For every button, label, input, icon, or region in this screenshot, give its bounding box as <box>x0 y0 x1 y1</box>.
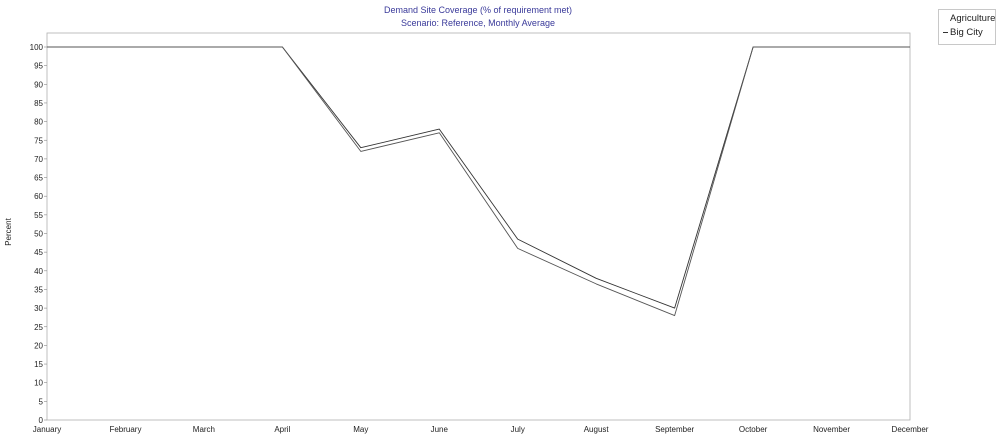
x-tick-label-december: December <box>892 425 929 434</box>
chart-subtitle: Scenario: Reference, Monthly Average <box>401 18 555 28</box>
x-tick-label-may: May <box>353 425 368 434</box>
x-tick-label-june: June <box>431 425 449 434</box>
y-tick-label-60: 60 <box>34 192 43 201</box>
legend-item-agriculture[interactable]: Agriculture <box>943 13 995 24</box>
y-tick-label-90: 90 <box>34 80 43 89</box>
y-tick-label-0: 0 <box>39 416 44 425</box>
y-tick-label-45: 45 <box>34 248 43 257</box>
series-line-big-city <box>47 46 910 317</box>
y-tick-label-70: 70 <box>34 155 43 164</box>
x-tick-label-august: August <box>584 425 610 434</box>
y-tick-label-30: 30 <box>34 304 43 313</box>
y-tick-label-65: 65 <box>34 174 43 183</box>
y-tick-label-80: 80 <box>34 118 43 127</box>
y-tick-label-5: 5 <box>39 397 44 406</box>
y-tick-label-95: 95 <box>34 62 43 71</box>
x-tick-label-september: September <box>655 425 694 434</box>
y-tick-label-25: 25 <box>34 323 43 332</box>
y-tick-label-50: 50 <box>34 230 43 239</box>
series-lines <box>47 46 910 317</box>
x-tick-label-october: October <box>739 425 768 434</box>
y-tick-label-10: 10 <box>34 379 43 388</box>
y-tick-label-15: 15 <box>34 360 43 369</box>
x-tick-label-january: January <box>33 425 61 434</box>
x-tick-label-july: July <box>511 425 525 434</box>
legend-swatch-agriculture <box>943 18 948 19</box>
y-tick-label-75: 75 <box>34 136 43 145</box>
y-tick-label-85: 85 <box>34 99 43 108</box>
y-tick-label-35: 35 <box>34 285 43 294</box>
y-tick-label-100: 100 <box>30 43 44 52</box>
y-axis-label: Percent <box>4 217 13 245</box>
legend-label-big-city: Big City <box>950 27 983 38</box>
x-axis-ticks: January February March April May June July Augu… <box>33 425 929 434</box>
x-tick-label-april: April <box>274 425 290 434</box>
legend-item-big-city[interactable]: Big City <box>943 27 983 38</box>
x-tick-label-november: November <box>813 425 850 434</box>
legend: Agriculture Big City <box>938 9 996 45</box>
x-tick-label-february: February <box>109 425 141 434</box>
chart-title: Demand Site Coverage (% of requirement m… <box>384 5 572 15</box>
plot-area <box>46 32 911 421</box>
y-tick-label-20: 20 <box>34 341 43 350</box>
y-axis-ticks: 0 5 10 15 20 25 30 35 40 45 50 55 60 65 70 75 80 85 90 95 10… <box>30 43 47 425</box>
legend-label-agriculture: Agriculture <box>950 13 996 24</box>
x-tick-label-march: March <box>193 425 215 434</box>
y-tick-label-55: 55 <box>34 211 43 220</box>
y-tick-label-40: 40 <box>34 267 43 276</box>
legend-swatch-big-city <box>943 31 948 33</box>
